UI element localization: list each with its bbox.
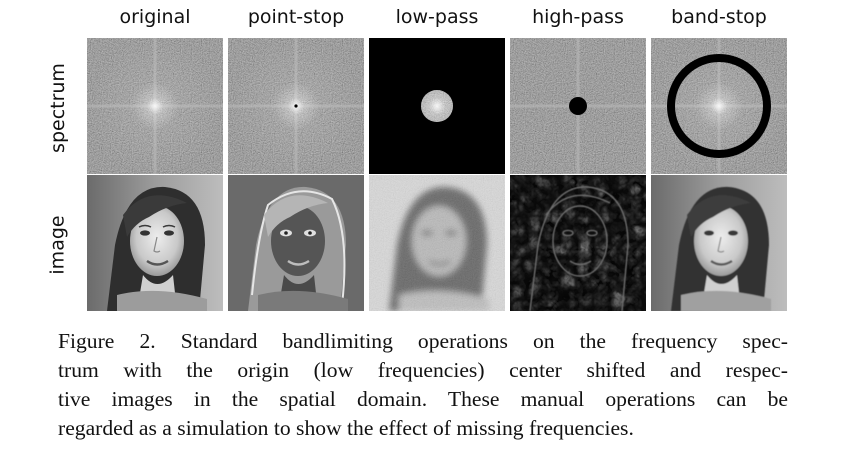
column-label-original: original (119, 6, 191, 28)
image-original (87, 175, 223, 311)
spectrum-original (87, 38, 223, 174)
spectrum-high-pass (510, 38, 646, 174)
caption-line-1: Figure 2. Standard bandlimiting operatio… (58, 329, 788, 353)
row-label-spectrum: spectrum (47, 63, 70, 153)
image-high-pass (510, 175, 646, 311)
image-point-stop (228, 175, 364, 311)
image-band-stop (651, 175, 787, 311)
image-low-pass (369, 175, 505, 311)
row-label-image: image (47, 215, 69, 275)
spectrum-band-stop (651, 38, 787, 174)
spectrum-point-stop (228, 38, 364, 174)
caption-line-2: trum with the origin (low frequencies) c… (58, 358, 788, 382)
column-label-low-pass: low-pass (395, 6, 479, 28)
column-label-high-pass: high-pass (532, 6, 624, 28)
spectrum-low-pass (369, 38, 505, 174)
column-label-band-stop: band-stop (671, 6, 767, 28)
figure-caption: Figure 2. Standard bandlimiting operatio… (58, 327, 788, 443)
caption-line-3: tive images in the spatial domain. These… (58, 387, 788, 411)
caption-line-4: regarded as a simulation to show the eff… (58, 416, 634, 440)
column-label-point-stop: point-stop (247, 6, 345, 28)
